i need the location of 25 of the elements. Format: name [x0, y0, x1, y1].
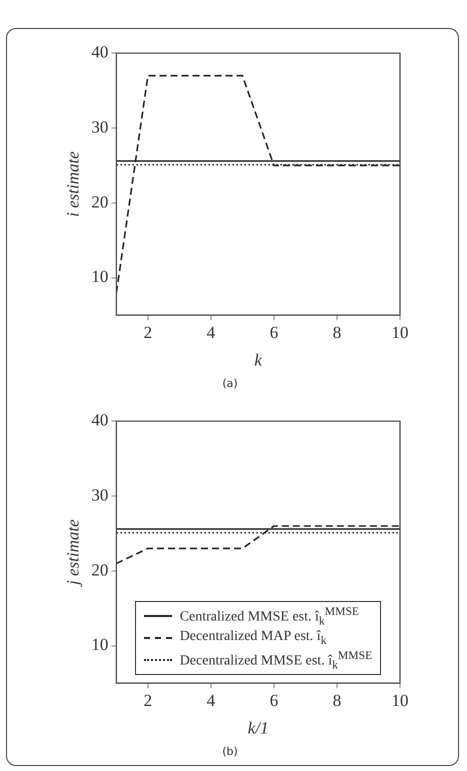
- y-tick-label: 30: [91, 118, 108, 137]
- x-tick-label: 6: [270, 322, 278, 342]
- y-tick-label: 40: [91, 410, 108, 430]
- text: (b): [221, 745, 239, 758]
- y-axis-title: i estimate: [64, 150, 83, 218]
- y-tick-label: 40: [91, 42, 108, 62]
- legend-label: Decentralized MAP est. î$_{k}$: [180, 629, 327, 648]
- x-tick-label: 10: [392, 690, 408, 710]
- y-tick-label: 10: [91, 635, 108, 654]
- y-tick-label: 20: [91, 192, 108, 212]
- x-tick-label: 6: [270, 690, 278, 710]
- y-tick-label: 20: [91, 560, 108, 580]
- x-tick-label: 8: [332, 322, 342, 342]
- x-tick-label: 4: [206, 690, 216, 710]
- y-axis-title: j estimate: [64, 518, 83, 588]
- y-tick-label: 10: [91, 267, 108, 286]
- x-axis-title: k/1: [248, 718, 269, 738]
- x-tick-label: 10: [392, 322, 408, 342]
- x-tick-label: 2: [144, 690, 152, 710]
- x-tick-label: 2: [144, 322, 152, 342]
- x-tick-label: 8: [332, 690, 342, 710]
- x-tick-label: 4: [206, 322, 216, 342]
- y-tick-label: 30: [91, 486, 108, 505]
- text: (a): [221, 377, 239, 390]
- x-axis-title: k: [254, 350, 262, 370]
